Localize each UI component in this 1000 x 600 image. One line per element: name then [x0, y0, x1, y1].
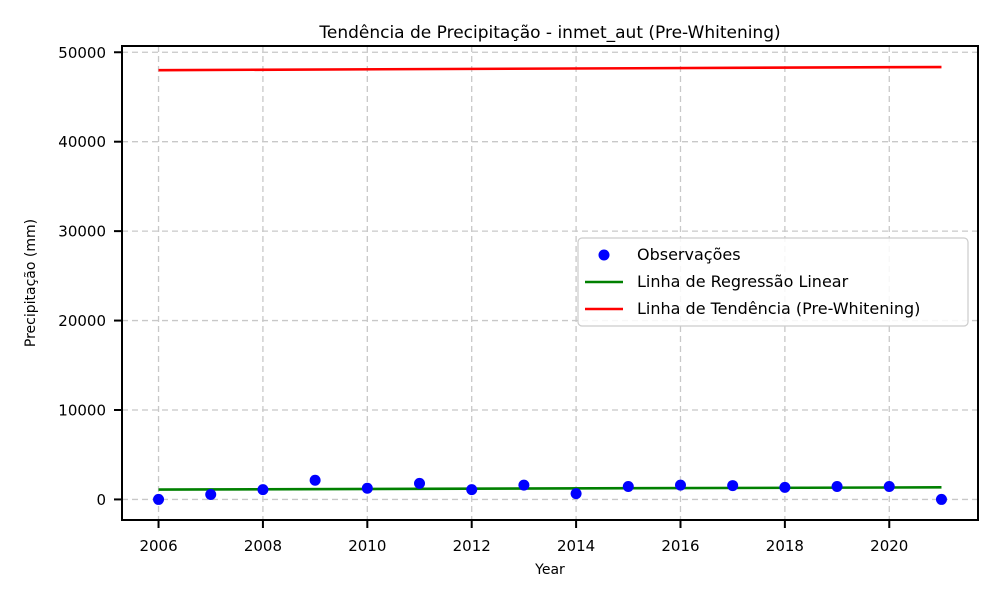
y-tick-label: 0 [96, 491, 106, 509]
x-tick-label: 2008 [244, 537, 282, 555]
legend-box [577, 237, 969, 327]
observation-point [727, 480, 739, 492]
y-tick-label: 50000 [58, 44, 106, 62]
observation-point [935, 493, 947, 505]
observation-point [831, 480, 843, 492]
x-tick-label: 2012 [453, 537, 491, 555]
x-tick-label: 2014 [557, 537, 595, 555]
legend-label-regressao: Linha de Regressão Linear [637, 272, 849, 291]
observation-point [205, 489, 217, 501]
plot-frame [121, 45, 979, 521]
y-tick-label: 10000 [58, 401, 106, 419]
observation-point [257, 484, 269, 496]
observation-point [414, 477, 426, 489]
x-tick-label: 2016 [661, 537, 699, 555]
observation-point [674, 479, 686, 491]
observation-point [883, 480, 895, 492]
legend-label-observacoes: Observações [637, 245, 741, 264]
observation-point [622, 480, 634, 492]
plot-series [153, 65, 947, 505]
legend: Observações Linha de Regressão Linear Li… [577, 237, 969, 327]
grid-lines [122, 46, 978, 520]
x-tick-label: 2018 [766, 537, 804, 555]
x-axis-label: Year [534, 562, 565, 578]
observation-point [518, 479, 530, 491]
y-tick-label: 40000 [58, 133, 106, 151]
legend-marker-observacoes [598, 249, 610, 261]
y-tick-label: 30000 [58, 223, 106, 241]
observation-point [466, 484, 478, 496]
observation-point [779, 481, 791, 493]
legend-label-tendencia: Linha de Tendência (Pre-Whitening) [637, 299, 920, 318]
observation-point [153, 493, 165, 505]
observation-point [570, 488, 582, 500]
chart-title: Tendência de Precipitação - inmet_aut (P… [318, 23, 780, 43]
y-axis-label: Precipitação (mm) [23, 219, 39, 347]
observation-point [361, 482, 373, 494]
observation-point [309, 474, 321, 486]
axis-ticks: 2006 2008 2010 2012 2014 2016 2018 2020 0 10000 20… [58, 44, 908, 555]
x-tick-label: 2006 [139, 537, 177, 555]
trend-line-prewhitening [158, 65, 942, 72]
y-tick-label: 20000 [58, 312, 106, 330]
regression-line [158, 486, 942, 491]
x-tick-label: 2020 [870, 537, 908, 555]
x-tick-label: 2010 [348, 537, 386, 555]
